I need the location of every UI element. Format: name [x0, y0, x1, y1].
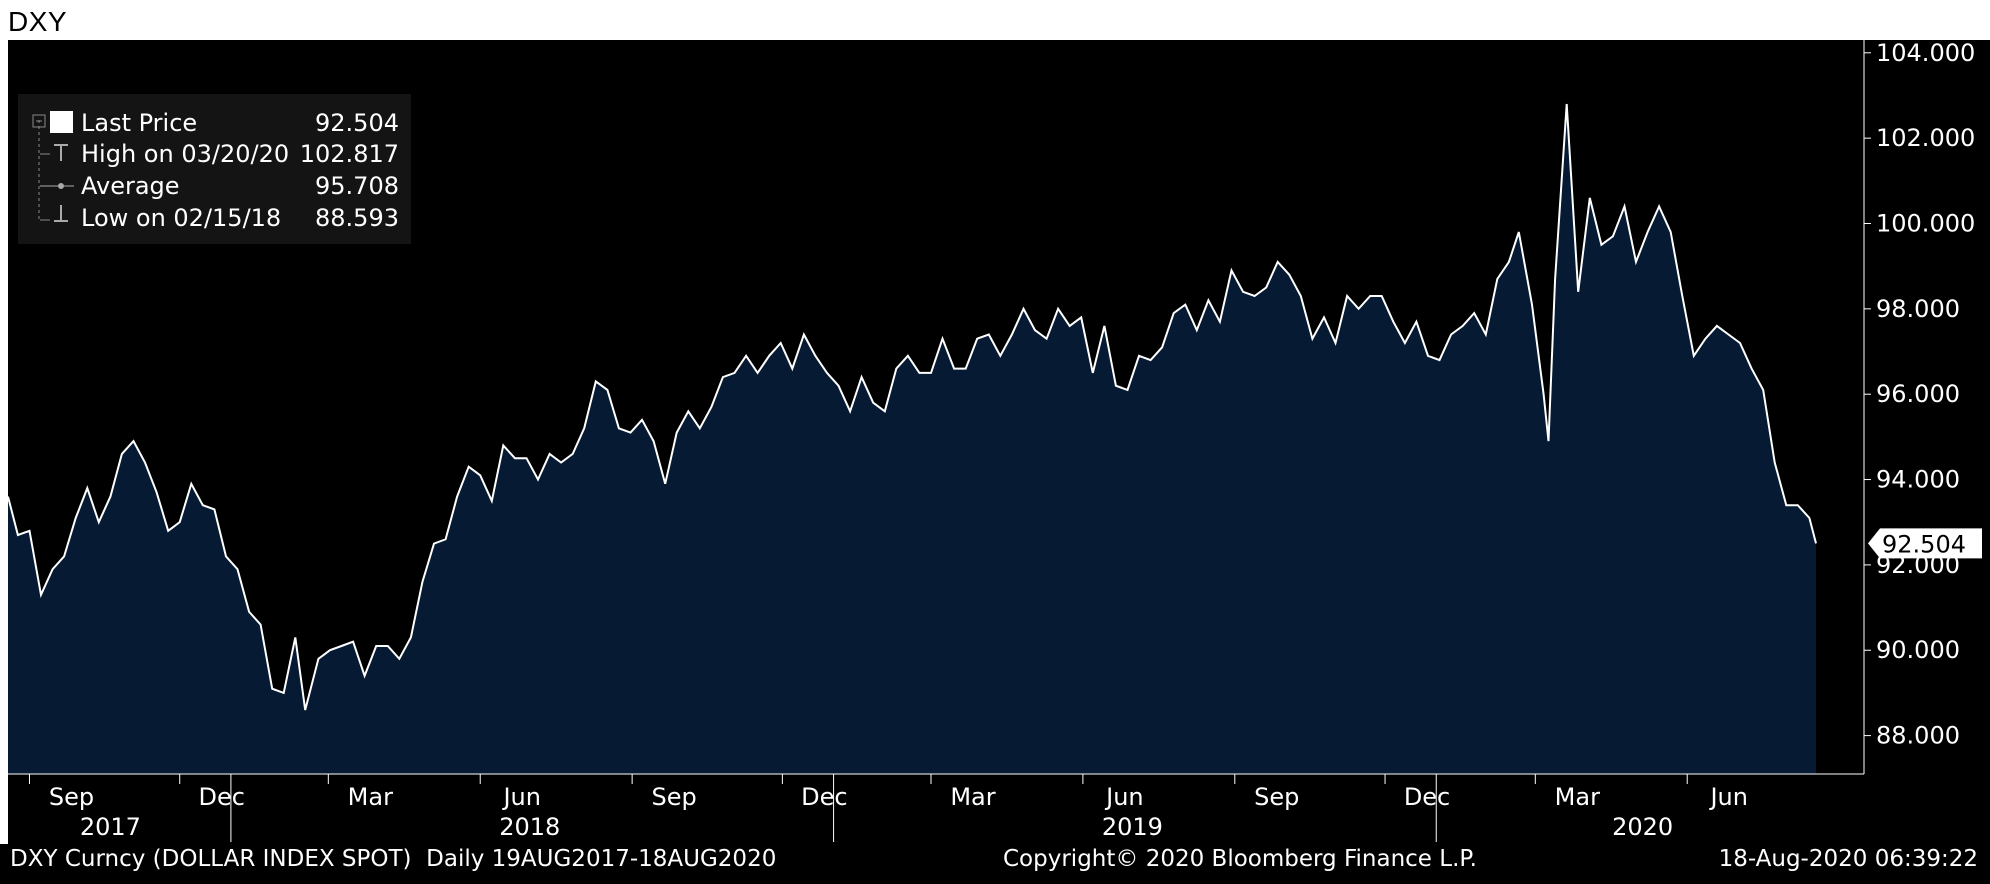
- page-title: DXY: [8, 6, 68, 37]
- legend-item-last-price: Last Price 92.504: [32, 109, 399, 137]
- footer-timestamp: 18-Aug-2020 06:39:22: [1718, 846, 1978, 872]
- legend-value: 88.593: [315, 204, 399, 232]
- x-month-label: Mar: [950, 783, 995, 811]
- last-price-flag: 92.504: [1868, 528, 1982, 559]
- x-year-label: 2017: [80, 813, 141, 841]
- x-month-label: Dec: [1404, 783, 1450, 811]
- x-year-label: 2020: [1612, 813, 1673, 841]
- legend-item-high: High on 03/20/20 102.817: [40, 140, 399, 168]
- x-month-label: Sep: [652, 783, 697, 811]
- y-tick-label: 104.000: [1876, 39, 1975, 67]
- x-month-label: Sep: [49, 783, 94, 811]
- x-axis-panel: [8, 774, 1990, 844]
- last-price-flag-shape: [1868, 528, 1982, 559]
- high-marker-icon: [40, 144, 68, 161]
- footer-panel: [0, 844, 1990, 884]
- x-month-label: Mar: [1555, 783, 1600, 811]
- x-month-label: Dec: [198, 783, 244, 811]
- x-month-label: Dec: [801, 783, 847, 811]
- legend-value: 95.708: [315, 172, 399, 200]
- x-axis: Sep Dec Mar Jun Sep Dec Mar Jun Sep Dec Mar Jun 2017…: [8, 773, 1864, 842]
- legend-label: High on 03/20/20: [81, 140, 289, 168]
- y-tick-label: 88.000: [1876, 722, 1960, 750]
- legend-item-low: Low on 02/15/18 88.593: [40, 204, 399, 232]
- price-line: [7, 103, 1817, 711]
- x-month-label: Mar: [348, 783, 393, 811]
- x-year-label: 2019: [1102, 813, 1163, 841]
- y-tick-label: 96.000: [1876, 380, 1960, 408]
- x-month-label: Jun: [501, 783, 541, 811]
- x-month-label: Jun: [1708, 783, 1748, 811]
- x-year-label: 2018: [499, 813, 560, 841]
- legend-item-average: Average 95.708: [40, 172, 399, 200]
- y-tick-label: 100.000: [1876, 210, 1975, 238]
- white-square-icon: [50, 111, 73, 133]
- y-tick-label: 94.000: [1876, 466, 1960, 494]
- legend-value: 102.817: [300, 140, 399, 168]
- y-tick-label: 90.000: [1876, 636, 1960, 664]
- x-month-label: Sep: [1254, 783, 1299, 811]
- legend-background: [18, 94, 411, 244]
- x-month-label: Jun: [1104, 783, 1144, 811]
- right-axis-panel: [1864, 40, 1990, 774]
- y-axis: 88.00090.00092.00094.00096.00098.000100.…: [1863, 39, 1975, 774]
- footer-security-info: DXY Curncy (DOLLAR INDEX SPOT) Daily 19A…: [10, 846, 777, 872]
- average-marker-icon: [40, 183, 74, 189]
- low-marker-icon: [40, 205, 68, 222]
- legend: Last Price 92.504 High on 03/20/20 102.8…: [18, 94, 411, 244]
- legend-label: Last Price: [81, 109, 197, 137]
- footer-copyright: Copyright© 2020 Bloomberg Finance L.P.: [1003, 846, 1477, 872]
- y-tick-label: 102.000: [1876, 124, 1975, 152]
- legend-label: Low on 02/15/18: [81, 204, 281, 232]
- y-tick-label: 98.000: [1876, 295, 1960, 323]
- legend-collapse-icon[interactable]: [32, 114, 46, 128]
- legend-label: Average: [81, 172, 180, 200]
- last-price-label: 92.504: [1882, 530, 1966, 558]
- legend-value: 92.504: [315, 109, 399, 137]
- price-area: [8, 104, 1816, 774]
